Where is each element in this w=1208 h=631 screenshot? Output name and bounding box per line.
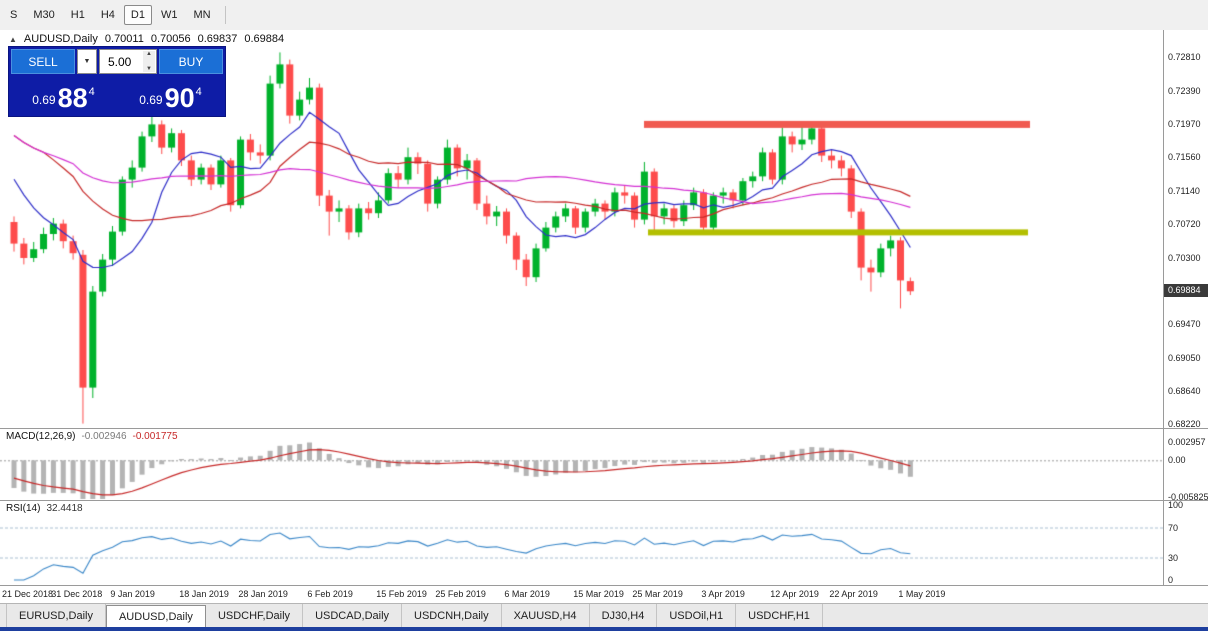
timeframe-button-mn[interactable]: MN (193, 9, 211, 21)
rsi-label: RSI(14) 32.4418 (6, 503, 83, 514)
date-axis-label: 9 Jan 2019 (110, 589, 155, 599)
price-axis-label: 0.72810 (1168, 52, 1201, 63)
volume-dropdown-button[interactable]: ▼ (77, 49, 97, 74)
chart-low-value: 0.69837 (197, 33, 238, 45)
date-axis[interactable]: 21 Dec 2018 31 Dec 2018 9 Jan 2019 18 Jan 2… (0, 585, 1208, 604)
window-bottom-strip (0, 627, 1208, 631)
price-axis-label: 0.71970 (1168, 119, 1201, 130)
tab-eurusd-daily[interactable]: EURUSD,Daily (6, 604, 106, 627)
chevron-down-icon: ▼ (83, 58, 91, 65)
price-axis-label: 0.70720 (1168, 219, 1201, 230)
sell-price-display[interactable]: 0.69 88 4 (11, 76, 116, 114)
price-axis-label: 0.72390 (1168, 85, 1201, 96)
chart-close-value: 0.69884 (244, 33, 285, 45)
rsi-panel: RSI(14) 32.4418 100 70 30 0 (0, 500, 1208, 586)
rsi-axis-label: 30 (1168, 552, 1179, 563)
tab-usdchf-daily[interactable]: USDCHF,Daily (206, 604, 304, 627)
date-axis-label: 28 Jan 2019 (238, 589, 288, 599)
macd-signal-value: -0.001775 (132, 431, 178, 442)
rsi-axis-label: 70 (1168, 522, 1179, 533)
buy-button[interactable]: BUY (159, 49, 223, 74)
date-axis-label: 6 Mar 2019 (504, 589, 550, 599)
buy-price-display[interactable]: 0.69 90 4 (118, 76, 223, 114)
sell-price-sup: 4 (88, 86, 95, 98)
timeframe-button-h4[interactable]: H4 (100, 9, 115, 21)
chart-title: ▲ AUDUSD,Daily 0.70011 0.70056 0.69837 0… (6, 33, 288, 45)
tab-usdoil-h1[interactable]: USDOil,H1 (657, 604, 737, 627)
price-axis[interactable]: 0.69884 0.72810 0.72390 0.71970 0.71560 0.71… (1163, 30, 1208, 430)
sell-price-big: 88 (57, 83, 88, 113)
tab-xauusd-h4[interactable]: XAUUSD,H4 (502, 604, 590, 627)
price-axis-label: 0.69050 (1168, 353, 1201, 363)
tab-dj30-h4[interactable]: DJ30,H4 (590, 604, 658, 627)
volume-input[interactable]: 5.00 ▲ ▼ (99, 49, 157, 74)
macd-name: MACD(12,26,9) (6, 431, 76, 442)
price-axis-label: 0.68220 (1168, 419, 1201, 430)
chart-high-value: 0.70056 (150, 33, 191, 45)
price-axis-label: 0.70300 (1168, 253, 1201, 263)
price-axis-label: 0.71140 (1168, 185, 1200, 196)
date-axis-label: 18 Jan 2019 (179, 589, 229, 599)
tab-audusd-daily[interactable]: AUDUSD,Daily (105, 605, 206, 627)
rsi-chart-canvas[interactable] (0, 501, 1163, 586)
current-price-badge: 0.69884 (1164, 284, 1208, 298)
stepper-up-icon[interactable]: ▲ (146, 51, 152, 57)
macd-axis-label: 0.00 (1168, 455, 1186, 466)
price-axis-label: 0.71560 (1168, 152, 1201, 163)
tab-usdcnh-daily[interactable]: USDCNH,Daily (402, 604, 502, 627)
tab-usdcad-daily[interactable]: USDCAD,Daily (303, 604, 403, 627)
date-axis-label: 15 Feb 2019 (376, 589, 427, 599)
timeframe-button-m30[interactable]: M30 (33, 9, 55, 21)
macd-axis-label: -0.005825 (1168, 491, 1208, 502)
rsi-name: RSI(14) (6, 503, 41, 514)
one-click-trading-widget: SELL ▼ 5.00 ▲ ▼ BUY 0.69 88 4 (8, 46, 226, 117)
buy-price-big: 90 (164, 83, 195, 113)
toolbar-separator (224, 6, 226, 24)
date-axis-label: 25 Mar 2019 (632, 589, 683, 599)
chart-open-value: 0.70011 (104, 33, 144, 45)
date-axis-label: 21 Dec 2018 (2, 589, 54, 599)
chart-tab-bar: EURUSD,Daily AUDUSD,Daily USDCHF,Daily USDC… (0, 603, 1208, 627)
price-axis-label: 0.69470 (1168, 319, 1201, 330)
timeframe-button-group: S M30 H1 H4 D1 W1 MN (2, 5, 219, 25)
macd-chart-canvas[interactable] (0, 429, 1163, 501)
date-axis-label: 12 Apr 2019 (770, 589, 819, 599)
date-axis-label: 31 Dec 2018 (51, 589, 103, 599)
chart-symbol-label: AUDUSD,Daily (23, 33, 98, 45)
date-axis-label: 15 Mar 2019 (573, 589, 624, 599)
buy-price-sup: 4 (195, 86, 202, 98)
macd-axis: 0.002957 0.00 -0.005825 (1163, 429, 1208, 502)
sell-button[interactable]: SELL (11, 49, 75, 74)
timeframe-button-d1[interactable]: D1 (123, 5, 152, 25)
timeframe-toolbar: S M30 H1 H4 D1 W1 MN (0, 0, 1208, 31)
date-axis-label: 1 May 2019 (898, 589, 946, 599)
date-axis-label: 6 Feb 2019 (307, 589, 353, 599)
date-axis-label: 3 Apr 2019 (701, 589, 745, 599)
date-axis-label: 22 Apr 2019 (829, 589, 878, 599)
tab-usdchf-h1[interactable]: USDCHF,H1 (736, 604, 823, 627)
stepper-down-icon[interactable]: ▼ (146, 66, 152, 72)
macd-panel: MACD(12,26,9) -0.002946 -0.001775 0.0029… (0, 428, 1208, 502)
macd-main-value: -0.002946 (81, 431, 127, 442)
timeframe-button-w1[interactable]: W1 (160, 9, 178, 21)
timeframe-button-s[interactable]: S (10, 9, 18, 21)
buy-price-prefix: 0.69 (139, 93, 163, 107)
volume-stepper[interactable]: ▲ ▼ (143, 51, 155, 72)
macd-axis-label: 0.002957 (1168, 436, 1206, 447)
macd-label: MACD(12,26,9) -0.002946 -0.001775 (6, 431, 178, 442)
price-axis-label: 0.68640 (1168, 385, 1201, 396)
rsi-value: 32.4418 (46, 503, 83, 514)
timeframe-button-h1[interactable]: H1 (70, 9, 85, 21)
rsi-axis: 100 70 30 0 (1163, 500, 1208, 586)
rsi-axis-label: 0 (1168, 575, 1174, 585)
main-chart-panel: ▲ AUDUSD,Daily 0.70011 0.70056 0.69837 0… (0, 30, 1208, 430)
date-axis-label: 25 Feb 2019 (435, 589, 486, 599)
volume-value: 5.00 (108, 54, 132, 69)
sell-price-prefix: 0.69 (32, 93, 56, 107)
chart-symbol-icon: ▲ (9, 34, 17, 44)
rsi-axis-label: 100 (1168, 500, 1184, 510)
